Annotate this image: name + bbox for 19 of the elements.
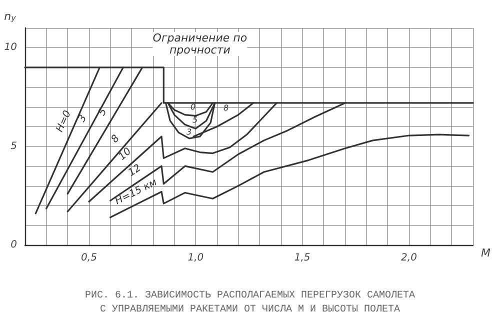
x-tick-label: 0,5 [81, 252, 97, 264]
x-axis-title: M [481, 246, 491, 260]
annotation: Ограничение по прочности [152, 31, 248, 56]
text: 10 [116, 146, 134, 163]
y-tick-label: 10 [4, 42, 17, 54]
text: 8 [109, 133, 122, 146]
annotation: 8 [223, 104, 229, 112]
text: РИС. 6.1. ЗАВИСИМОСТЬ РАСПОЛАГАЕМЫХ ПЕРЕГРУЗОК САМОЛЕТА С УПРАВЛЯЕМЫМИ РАКЕТАМИ ОТ ЧИСЛА М И ВЫСОТЫ ПОЛЕТА [84, 290, 416, 316]
y-tick-label: 5 [10, 140, 17, 152]
text: 12 [126, 162, 144, 179]
text: H=0 [54, 109, 74, 134]
series-label: 5 [192, 116, 198, 124]
x-tick-label: 2,0 [401, 252, 417, 264]
annotation: 0 [190, 102, 196, 112]
y-tick-label: 0 [10, 240, 17, 250]
y-axis-title: ny [4, 10, 16, 23]
x-tick-label: 1,0 [188, 252, 204, 264]
x-tick-label: 1,5 [294, 252, 310, 264]
series-label: 3 [186, 128, 192, 136]
